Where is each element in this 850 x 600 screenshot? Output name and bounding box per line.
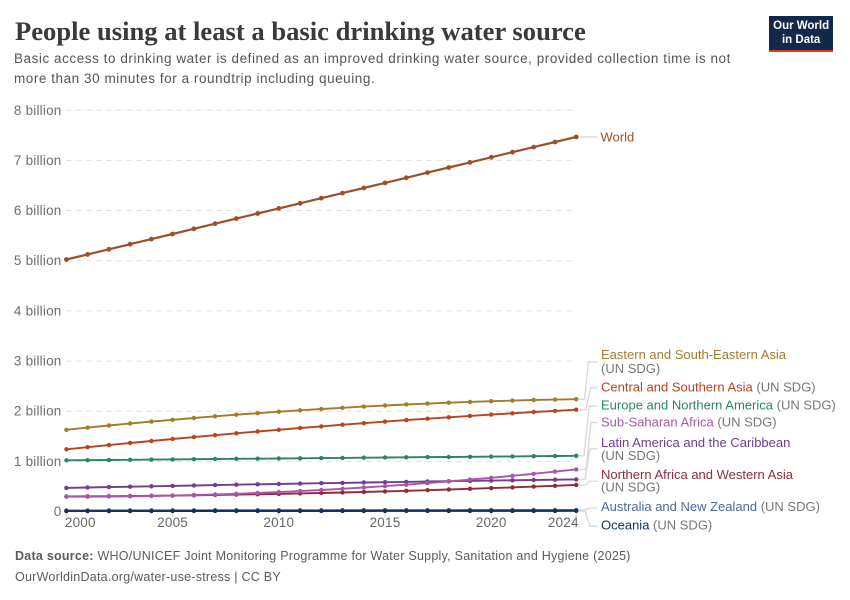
svg-text:Sub-Saharan Africa (UN SDG): Sub-Saharan Africa (UN SDG) xyxy=(601,414,777,429)
svg-text:5 billion: 5 billion xyxy=(14,253,62,268)
svg-text:(UN SDG): (UN SDG) xyxy=(601,479,660,494)
svg-text:World: World xyxy=(601,130,635,145)
svg-text:Oceania (UN SDG): Oceania (UN SDG) xyxy=(601,518,712,533)
svg-text:2020: 2020 xyxy=(476,515,507,530)
svg-text:2005: 2005 xyxy=(157,515,188,530)
svg-text:2010: 2010 xyxy=(263,515,294,530)
svg-text:8 billion: 8 billion xyxy=(14,103,62,118)
svg-text:7 billion: 7 billion xyxy=(14,153,62,168)
svg-text:2 billion: 2 billion xyxy=(14,404,62,419)
svg-text:2015: 2015 xyxy=(370,515,401,530)
svg-text:(UN SDG): (UN SDG) xyxy=(601,361,660,376)
svg-text:3 billion: 3 billion xyxy=(14,354,62,369)
svg-text:4 billion: 4 billion xyxy=(14,303,62,318)
svg-text:Europe and Northern America (U: Europe and Northern America (UN SDG) xyxy=(601,398,836,413)
svg-text:1 billion: 1 billion xyxy=(14,454,62,469)
svg-text:Latin America and the Caribbea: Latin America and the Caribbean xyxy=(601,435,790,450)
svg-text:Australia and New Zealand (UN: Australia and New Zealand (UN SDG) xyxy=(601,499,820,514)
svg-text:2000: 2000 xyxy=(65,515,96,530)
svg-text:Central and Southern Asia (UN: Central and Southern Asia (UN SDG) xyxy=(601,380,816,395)
svg-text:2024: 2024 xyxy=(548,515,579,530)
svg-text:(UN SDG): (UN SDG) xyxy=(601,448,660,463)
svg-text:6 billion: 6 billion xyxy=(14,203,62,218)
svg-text:Eastern and South-Eastern Asia: Eastern and South-Eastern Asia xyxy=(601,347,787,362)
svg-text:Northern Africa and Western As: Northern Africa and Western Asia xyxy=(601,467,794,482)
svg-text:0: 0 xyxy=(54,504,62,519)
